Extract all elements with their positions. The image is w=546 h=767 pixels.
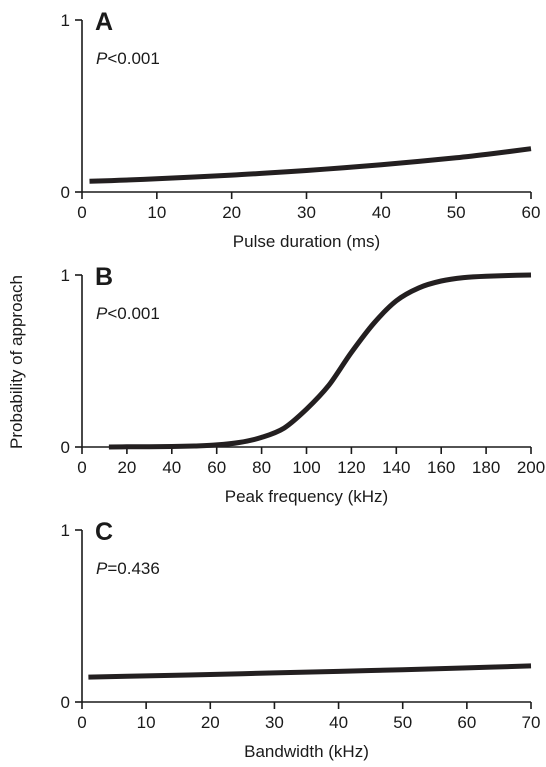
panel-b-x-tick-label: 60 bbox=[207, 458, 226, 477]
panel-a-x-tick-label: 20 bbox=[222, 203, 241, 222]
panel-c-fitted-curve bbox=[88, 663, 532, 680]
panel-a-letter: A bbox=[95, 8, 113, 36]
panel-b-x-tick-label: 140 bbox=[382, 458, 410, 477]
panel-a-x-tick-label: 60 bbox=[522, 203, 541, 222]
panel-a-fitted-curve bbox=[89, 146, 532, 184]
panel-b-letter: B bbox=[95, 263, 113, 291]
panel-b-x-axis-title: Peak frequency (kHz) bbox=[225, 487, 388, 506]
panel-b-fitted-curve bbox=[108, 272, 532, 450]
panel-c-x-tick-label: 70 bbox=[522, 713, 541, 732]
panel-a-x-axis-title: Pulse duration (ms) bbox=[233, 232, 380, 251]
panel-a-y-tick-label: 0 bbox=[61, 183, 70, 202]
panel-c-y-tick-label: 0 bbox=[61, 693, 70, 712]
panel-c-x-tick-label: 60 bbox=[457, 713, 476, 732]
panel-c-p-value: P=0.436 bbox=[96, 559, 160, 578]
panel-c-x-tick-label: 40 bbox=[329, 713, 348, 732]
panel-b-x-tick-label: 0 bbox=[77, 458, 86, 477]
panel-c-x-tick-label: 0 bbox=[77, 713, 86, 732]
panel-b-p-number: <0.001 bbox=[107, 304, 159, 323]
panel-a-p-number: <0.001 bbox=[107, 49, 159, 68]
panel-a-x-tick-label: 30 bbox=[297, 203, 316, 222]
panel-a-p-value: P<0.001 bbox=[96, 49, 160, 68]
panel-b-p-value: P<0.001 bbox=[96, 304, 160, 323]
panel-b-x-tick-label: 40 bbox=[162, 458, 181, 477]
panel-a-x-tick-label: 0 bbox=[77, 203, 86, 222]
panel-a-x-tick-label: 40 bbox=[372, 203, 391, 222]
panel-c-p-number: =0.436 bbox=[107, 559, 159, 578]
panel-b-y-tick-label: 1 bbox=[61, 266, 70, 285]
panel-b-p-symbol: P bbox=[96, 304, 108, 323]
panel-a-p-symbol: P bbox=[96, 49, 108, 68]
panel-b-x-tick-label: 20 bbox=[117, 458, 136, 477]
panel-c-letter: C bbox=[95, 518, 113, 546]
y-axis-title: Probability of approach bbox=[7, 275, 26, 449]
panel-c-x-tick-label: 10 bbox=[137, 713, 156, 732]
panel-a-x-tick-label: 10 bbox=[147, 203, 166, 222]
panel-b-x-tick-label: 100 bbox=[292, 458, 320, 477]
panel-c-x-tick-label: 20 bbox=[201, 713, 220, 732]
panel-c-x-axis-title: Bandwidth (kHz) bbox=[244, 742, 369, 761]
panel-b-x-tick-label: 180 bbox=[472, 458, 500, 477]
panel-c-x-tick-label: 30 bbox=[265, 713, 284, 732]
panel-a-y-tick-label: 1 bbox=[61, 11, 70, 30]
panel-a-x-tick-label: 50 bbox=[447, 203, 466, 222]
panel-c-p-symbol: P bbox=[96, 559, 108, 578]
panel-b-y-tick-label: 0 bbox=[61, 438, 70, 457]
panel-b-x-tick-label: 200 bbox=[517, 458, 545, 477]
panel-b-x-tick-label: 120 bbox=[337, 458, 365, 477]
panel-c-x-tick-label: 50 bbox=[393, 713, 412, 732]
panel-b-x-tick-label: 80 bbox=[252, 458, 271, 477]
panel-c-y-tick-label: 1 bbox=[61, 521, 70, 540]
panel-b-x-tick-label: 160 bbox=[427, 458, 455, 477]
